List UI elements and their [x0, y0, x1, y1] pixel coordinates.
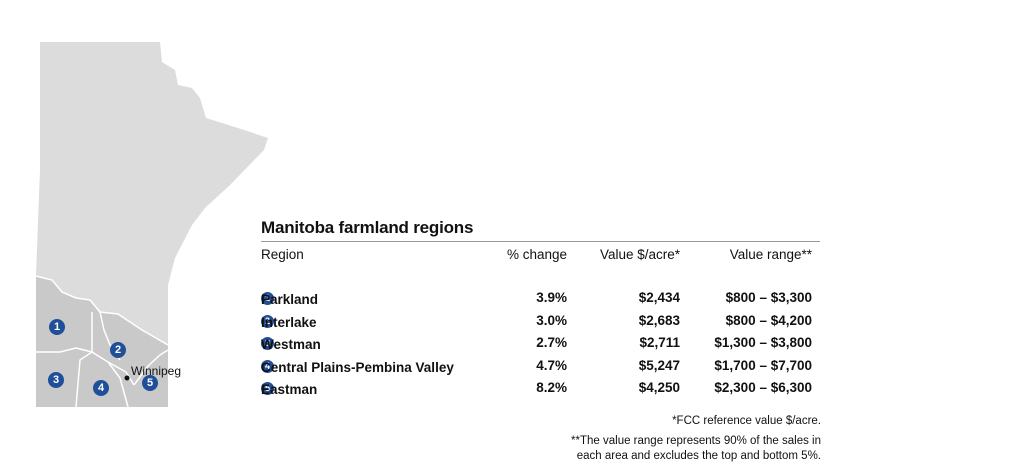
svg-text:5: 5 — [147, 377, 153, 389]
table-row: 1 Parkland 3.9% $2,434 $800 – $3,300 — [261, 288, 821, 311]
winnipeg-label: Winnipeg — [131, 364, 181, 378]
region-borders — [35, 275, 169, 408]
header-range: Value range** — [729, 247, 812, 262]
table-title: Manitoba farmland regions — [261, 218, 474, 237]
region-number-badge: 5 — [261, 382, 274, 395]
table-row: 3 Westman 2.7% $2,711 $1,300 – $3,800 — [261, 333, 821, 356]
region-name: Interlake — [261, 314, 317, 330]
header-value: Value $/acre* — [599, 247, 680, 262]
percent-change: 3.0% — [536, 312, 567, 328]
value-range: $1,700 – $7,700 — [714, 357, 812, 373]
header-region: Region — [261, 247, 304, 262]
value-range: $1,300 – $3,800 — [714, 335, 812, 350]
title-rule — [261, 241, 820, 242]
region-number-badge: 2 — [261, 314, 274, 328]
footnote-range: **The value range represents 90% of the … — [521, 434, 821, 464]
footnote-range-line-1: **The value range represents 90% of the … — [571, 435, 821, 447]
region-marker-5: 5 — [142, 375, 158, 391]
value-range: $800 – $4,200 — [725, 312, 812, 328]
agri-region-area — [36, 276, 168, 407]
header-change: % change — [506, 247, 567, 262]
value-range: $800 – $3,300 — [725, 290, 812, 305]
region-name: Westman — [261, 337, 321, 352]
region-name: Parkland — [261, 292, 319, 307]
percent-change: 2.7% — [536, 335, 567, 350]
region-marker-4: 4 — [93, 380, 109, 396]
value-range: $2,300 – $6,300 — [714, 380, 812, 395]
value-per-acre: $2,683 — [638, 312, 680, 328]
table-row: 5 Eastman 8.2% $4,250 $2,300 – $6,300 — [261, 378, 821, 401]
region-marker-2: 2 — [110, 342, 126, 358]
svg-text:1: 1 — [54, 321, 60, 333]
region-marker-3: 3 — [48, 372, 64, 388]
value-per-acre: $5,247 — [638, 357, 680, 373]
farmland-table: Manitoba farmland regions Region % chang… — [261, 217, 821, 401]
table-row: 2 Interlake 3.0% $2,683 $800 – $4,200 — [261, 311, 821, 334]
value-per-acre: $2,434 — [638, 290, 680, 305]
region-number-badge: 3 — [261, 337, 274, 350]
value-per-acre: $2,711 — [639, 335, 680, 350]
value-per-acre: $4,250 — [638, 380, 680, 395]
table-header-row: Region % change Value $/acre* Value rang… — [261, 242, 821, 288]
region-name: Eastman — [261, 382, 318, 397]
manitoba-map: 1 2 3 4 5 Winnipeg — [35, 42, 268, 408]
region-marker-1: 1 — [49, 319, 65, 335]
percent-change: 4.7% — [536, 357, 567, 373]
region-number-badge: 4 — [261, 359, 274, 373]
footnote-range-line-2: each area and excludes the top and botto… — [576, 450, 821, 462]
region-name: Central Plains-Pembina Valley — [261, 359, 454, 375]
region-number-badge: 1 — [261, 292, 274, 305]
footnote-fcc: *FCC reference value $/acre. — [672, 415, 821, 427]
svg-text:4: 4 — [98, 382, 105, 394]
percent-change: 3.9% — [536, 290, 567, 305]
percent-change: 8.2% — [536, 380, 567, 395]
svg-text:2: 2 — [115, 344, 121, 356]
svg-text:3: 3 — [53, 374, 59, 386]
table-row: 4 Central Plains-Pembina Valley 4.7% $5,2… — [261, 356, 821, 379]
winnipeg-dot — [124, 375, 130, 381]
